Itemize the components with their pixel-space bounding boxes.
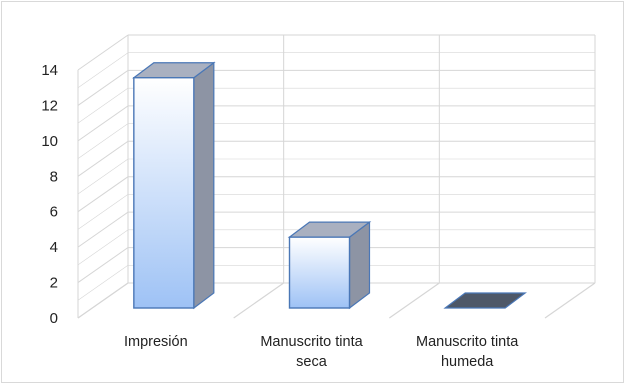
y-tick-label: 4 [50,239,58,256]
x-category-label: Manuscrito tinta seca [260,334,363,370]
x-category-label: Impresión [124,334,188,350]
bar-0 [132,61,216,310]
x-category-label: Manuscrito tinta humeda [416,334,519,370]
side-gridline [77,34,129,71]
bar-1 [287,220,372,310]
y-tick-label: 14 [41,62,58,79]
side-minor-gridline [77,52,129,88]
side-minor-gridline [77,265,129,301]
bar-side [193,61,215,310]
y-tick-label: 10 [41,133,58,150]
side-gridline [77,105,129,142]
y-tick-label: 12 [41,97,58,114]
side-minor-gridline [77,87,129,124]
side-minor-gridline [77,123,129,159]
side-gridline [77,176,129,213]
bar-front [288,236,351,309]
bar-front [133,77,195,309]
y-tick-label: 6 [50,204,58,221]
bar-2 [443,292,527,309]
floor-divider [233,282,285,319]
y-tick-label: 8 [50,168,58,185]
side-gridline [77,70,129,106]
side-gridline [77,211,129,248]
side-minor-gridline [77,194,129,230]
floor-divider [388,282,440,319]
x-axis-categories: Impresión Manuscrito tinta seca Manuscrito … [124,334,519,370]
side-minor-gridline [77,229,129,266]
floor-divider [544,282,596,319]
bars [132,61,527,310]
y-tick-label: 0 [50,310,58,327]
side-minor-gridline [77,158,129,195]
side-gridline [77,247,129,283]
bar-flat [443,292,527,309]
y-tick-label: 2 [50,275,58,292]
side-gridline [77,140,129,177]
floor-divider [77,282,129,319]
y-axis-ticks: 0 2 4 6 8 10 12 14 [41,62,58,327]
